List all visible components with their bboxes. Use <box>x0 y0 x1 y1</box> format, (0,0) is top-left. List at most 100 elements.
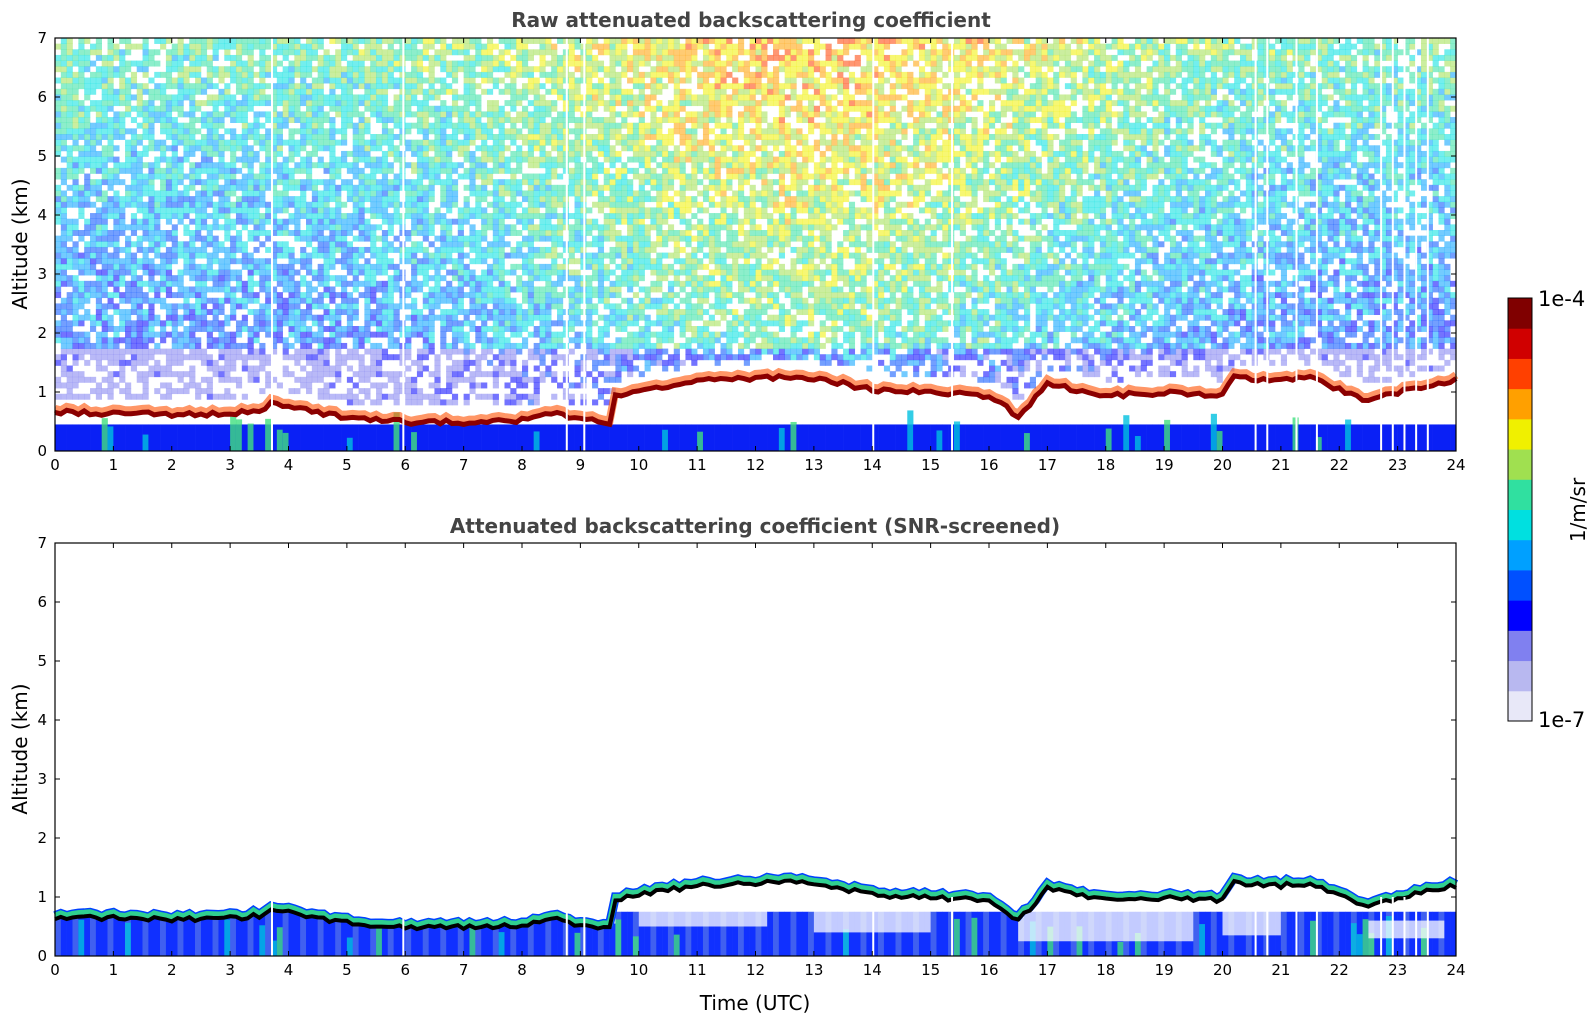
raw-noise-field <box>55 38 1457 406</box>
x-tick-label: 10 <box>629 961 648 979</box>
screened-data-gaps <box>270 897 1429 956</box>
x-tick-label: 20 <box>1213 456 1232 474</box>
colorbar-swatch <box>1508 690 1532 722</box>
colorbar-swatch <box>1508 388 1532 420</box>
x-tick-label: 9 <box>576 456 586 474</box>
x-tick-label: 21 <box>1271 961 1290 979</box>
x-tick-label: 14 <box>863 961 882 979</box>
colorbar-swatch <box>1508 509 1532 541</box>
x-tick-label: 24 <box>1446 456 1465 474</box>
y-tick-label: 5 <box>37 147 47 165</box>
screened-panel-title: Attenuated backscattering coefficient (S… <box>450 514 1060 538</box>
colorbar-swatch <box>1508 630 1532 662</box>
colorbar-swatch <box>1508 660 1532 692</box>
colorbar-swatch <box>1508 539 1532 571</box>
x-tick-label: 7 <box>459 961 469 979</box>
colorbar-swatch <box>1508 600 1532 631</box>
y-tick-label: 2 <box>37 324 47 342</box>
x-tick-label: 6 <box>400 961 410 979</box>
raw-panel-axes: 0 1 2 3 4 5 6 7 8 9 10 11 12 13 14 15 16 17 18 19 20 21 22 23 24… <box>37 29 1465 474</box>
x-tick-label: 23 <box>1388 456 1407 474</box>
y-tick-label: 1 <box>37 383 47 401</box>
x-tick-label: 10 <box>629 456 648 474</box>
x-tick-label: 3 <box>225 961 235 979</box>
x-tick-label: 17 <box>1038 961 1057 979</box>
x-tick-label: 4 <box>284 456 294 474</box>
colorbar-swatch <box>1508 328 1532 359</box>
y-tick-label: 1 <box>37 888 47 906</box>
raw-panel-y-axis-label: Altitude (km) <box>8 178 32 309</box>
x-tick-label: 18 <box>1096 961 1115 979</box>
y-tick-label: 5 <box>37 652 47 670</box>
colorbar-swatch <box>1508 418 1532 450</box>
x-tick-label: 20 <box>1213 961 1232 979</box>
x-tick-label: 15 <box>921 456 940 474</box>
raw-boundary-layer <box>53 367 1459 428</box>
screened-plot-frame <box>54 542 1457 957</box>
x-tick-label: 11 <box>688 961 707 979</box>
colorbar-min-label: 1e-7 <box>1538 708 1585 732</box>
x-tick-label: 5 <box>342 961 352 979</box>
y-tick-label: 4 <box>37 711 47 729</box>
screened-panel-y-axis-label: Altitude (km) <box>8 683 32 814</box>
colorbar-swatch <box>1508 298 1532 329</box>
x-tick-label: 12 <box>746 961 765 979</box>
x-tick-label: 14 <box>863 456 882 474</box>
colorbar-swatch <box>1508 449 1532 480</box>
screened-panel-axes: 0 1 2 3 4 5 6 7 8 9 10 11 12 13 14 15 16 17 18 19 20 21 22 23 24… <box>37 534 1465 979</box>
x-tick-label: 19 <box>1155 456 1174 474</box>
x-tick-label: 24 <box>1446 961 1465 979</box>
y-tick-label: 0 <box>37 947 47 965</box>
y-tick-label: 3 <box>37 770 47 788</box>
screened-panel-x-axis-label: Time (UTC) <box>699 991 811 1015</box>
x-tick-label: 2 <box>167 961 177 979</box>
x-tick-label: 13 <box>804 456 823 474</box>
x-tick-label: 6 <box>400 456 410 474</box>
colorbar-gradient <box>1508 298 1532 722</box>
x-tick-label: 0 <box>50 961 60 979</box>
x-tick-label: 16 <box>979 456 998 474</box>
x-tick-label: 18 <box>1096 456 1115 474</box>
x-tick-label: 7 <box>459 456 469 474</box>
y-tick-label: 2 <box>37 829 47 847</box>
colorbar-frame <box>1507 297 1533 722</box>
x-tick-label: 1 <box>109 456 119 474</box>
x-tick-label: 13 <box>804 961 823 979</box>
x-tick-label: 19 <box>1155 961 1174 979</box>
colorbar-max-label: 1e-4 <box>1538 287 1585 311</box>
x-tick-label: 8 <box>517 961 527 979</box>
x-tick-label: 21 <box>1271 456 1290 474</box>
y-tick-label: 0 <box>37 442 47 460</box>
raw-backscatter-panel: Raw attenuated backscattering coefficien… <box>8 8 1466 474</box>
y-tick-label: 6 <box>37 593 47 611</box>
x-tick-label: 9 <box>576 961 586 979</box>
x-tick-label: 16 <box>979 961 998 979</box>
raw-aerosol-band <box>55 410 1457 451</box>
screened-heatmap <box>53 872 1459 956</box>
screened-backscatter-panel: Attenuated backscattering coefficient (S… <box>8 514 1466 1015</box>
x-tick-label: 11 <box>688 456 707 474</box>
x-tick-label: 22 <box>1330 456 1349 474</box>
x-tick-label: 22 <box>1330 961 1349 979</box>
colorbar-unit-label: 1/m/sr <box>1566 477 1590 542</box>
colorbar-swatch <box>1508 479 1532 510</box>
y-tick-label: 6 <box>37 88 47 106</box>
y-tick-label: 4 <box>37 206 47 224</box>
screened-boundary-layer <box>53 872 1459 932</box>
x-tick-label: 2 <box>167 456 177 474</box>
colorbar-swatch <box>1508 358 1532 390</box>
x-tick-label: 4 <box>284 961 294 979</box>
x-tick-label: 5 <box>342 456 352 474</box>
x-tick-label: 17 <box>1038 456 1057 474</box>
colorbar-swatch <box>1508 569 1532 601</box>
raw-heatmap <box>53 38 1459 451</box>
y-tick-label: 7 <box>37 29 47 47</box>
raw-panel-title: Raw attenuated backscattering coefficien… <box>511 8 991 32</box>
x-tick-label: 12 <box>746 456 765 474</box>
raw-data-gaps <box>270 38 1429 451</box>
colorbar: 1e-4 1e-7 1/m/sr <box>1507 287 1590 732</box>
x-tick-label: 0 <box>50 456 60 474</box>
x-tick-label: 1 <box>109 961 119 979</box>
x-tick-label: 3 <box>225 456 235 474</box>
